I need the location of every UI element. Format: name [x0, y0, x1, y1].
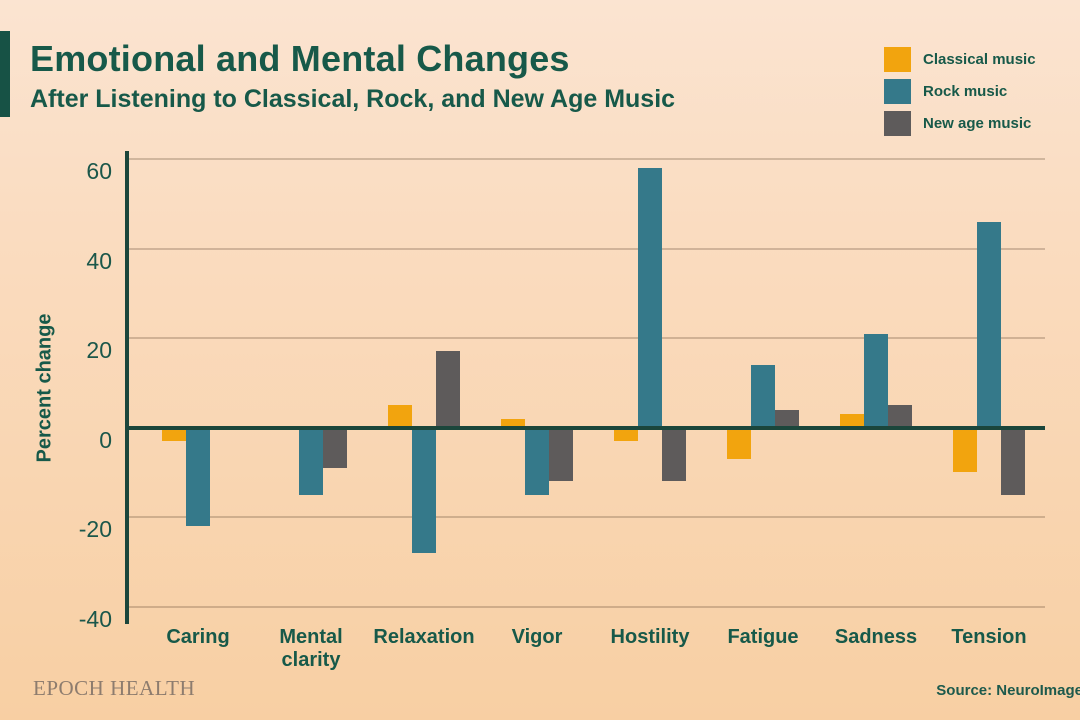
legend-item-newage: New age music: [884, 111, 1036, 136]
y-axis-line: [125, 151, 129, 624]
gridline-20: [127, 337, 1045, 339]
legend-item-classical: Classical music: [884, 47, 1036, 72]
rock-swatch-icon: [884, 79, 911, 104]
zero-axis-line: [127, 425, 1045, 430]
bar-caring-classical-music: [162, 427, 186, 441]
source-credit: Source: NeuroImage: [936, 682, 1080, 699]
y-tick-label-20: 20: [86, 337, 112, 363]
bar-vigor-new-age-music: [549, 427, 573, 482]
newage-swatch-icon: [884, 111, 911, 136]
y-tick-label--20: -20: [78, 516, 112, 542]
bar-tension-classical-music: [953, 427, 977, 473]
category-label-relaxation: Relaxation: [373, 626, 475, 648]
y-tick-label--40: -40: [78, 605, 112, 632]
gridline--40: [127, 605, 1045, 608]
bar-relaxation-rock-music: [412, 427, 436, 553]
bar-hostility-rock-music: [638, 167, 662, 428]
bar-fatigue-rock-music: [751, 364, 775, 428]
bar-vigor-classical-music: [501, 418, 525, 428]
chart-subtitle: After Listening to Classical, Rock, and …: [30, 85, 676, 113]
brand-logo: EPOCH HEALTH: [33, 676, 196, 700]
gridline--20: [127, 516, 1045, 518]
bar-mental-clarity-rock-music: [299, 427, 323, 495]
bar-tension-rock-music: [977, 221, 1001, 428]
bar-sadness-new-age-music: [888, 405, 912, 428]
gridline-60: [127, 158, 1045, 160]
legend-label: Classical music: [923, 51, 1036, 68]
bar-caring-rock-music: [186, 427, 210, 526]
legend-item-rock: Rock music: [884, 79, 1036, 104]
bar-vigor-rock-music: [525, 427, 549, 495]
y-tick-label-40: 40: [86, 247, 112, 274]
bar-mental-clarity-new-age-music: [323, 427, 347, 468]
bar-tension-new-age-music: [1001, 427, 1025, 495]
chart-title: Emotional and Mental Changes: [30, 38, 570, 79]
classical-swatch-icon: [884, 47, 911, 72]
bar-sadness-rock-music: [864, 333, 888, 428]
bar-hostility-classical-music: [614, 427, 638, 441]
category-label-mental-clarity: Mental clarity: [279, 626, 343, 671]
y-tick-label-60: 60: [86, 158, 112, 184]
title-accent-bar: [0, 31, 10, 117]
bar-hostility-new-age-music: [662, 427, 686, 482]
category-label-tension: Tension: [951, 626, 1027, 648]
category-label-vigor: Vigor: [511, 626, 563, 648]
bar-sadness-classical-music: [840, 414, 864, 428]
bar-relaxation-classical-music: [388, 405, 412, 428]
category-label-sadness: Sadness: [834, 626, 918, 648]
legend: Classical music Rock music New age music: [884, 47, 1036, 143]
category-label-fatigue: Fatigue: [727, 626, 799, 648]
legend-label: Rock music: [923, 83, 1008, 100]
y-tick-label-0: 0: [99, 426, 112, 453]
legend-label: New age music: [923, 115, 1032, 132]
gridline-40: [127, 247, 1045, 250]
bar-relaxation-new-age-music: [436, 351, 460, 428]
bar-fatigue-new-age-music: [775, 409, 799, 428]
category-label-hostility: Hostility: [610, 626, 690, 648]
category-label-caring: Caring: [166, 626, 230, 648]
bar-fatigue-classical-music: [727, 427, 751, 459]
